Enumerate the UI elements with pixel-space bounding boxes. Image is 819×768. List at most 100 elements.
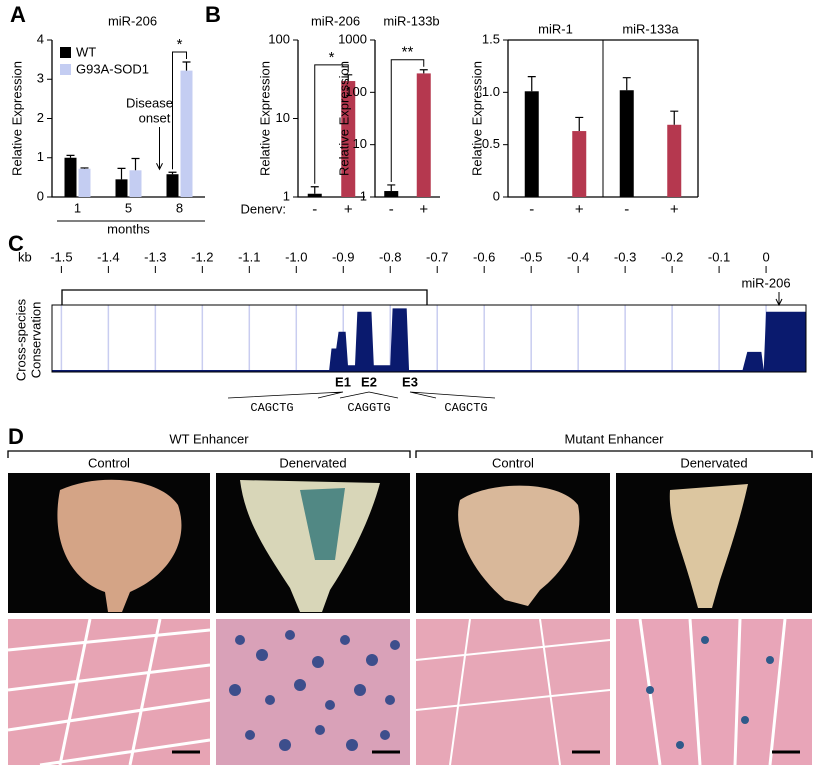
panel-label: C	[8, 231, 24, 256]
significance: **	[402, 44, 414, 61]
element-label: E2	[361, 374, 377, 389]
x-tick-label: -1.2	[191, 249, 213, 264]
group-bracket	[7, 450, 813, 458]
bar	[416, 73, 431, 197]
bar	[180, 70, 193, 197]
error-bar	[344, 74, 353, 82]
x-axis-label: months	[107, 221, 150, 236]
x-tick-label: -0.9	[332, 249, 354, 264]
muscle	[458, 485, 580, 606]
y-tick-label: 4	[37, 31, 44, 46]
x-tick-label: -0.2	[661, 249, 683, 264]
motif: CAGGTG	[347, 401, 390, 415]
group-title: miR-133a	[622, 21, 679, 36]
y-tick-label: 0	[37, 188, 44, 203]
chart-title: miR-133b	[383, 13, 439, 28]
error-bar	[527, 76, 536, 92]
bar	[78, 168, 91, 197]
group-title: miR-1	[538, 21, 573, 36]
legend-swatch	[60, 47, 71, 58]
y-tick-label: 0.5	[482, 136, 500, 151]
x-tick-label: +	[670, 201, 679, 218]
onset-arrow	[156, 127, 163, 171]
group-title: WT Enhancer	[169, 431, 249, 446]
bar	[572, 131, 587, 197]
bar	[619, 90, 634, 197]
x-tick-label: -1.1	[238, 249, 260, 264]
x-tick-label: 1	[74, 200, 81, 215]
x-tick-label: -0.3	[614, 249, 636, 264]
significance: *	[177, 36, 183, 53]
error-bar	[622, 77, 631, 91]
x-tick-label: -0.5	[520, 249, 542, 264]
column-title: Control	[492, 455, 534, 470]
x-axis-label: kb	[18, 249, 32, 264]
bar	[384, 191, 399, 197]
bar	[307, 193, 322, 197]
error-bar	[117, 167, 126, 180]
column-title: Denervated	[680, 455, 747, 470]
error-bar	[387, 184, 396, 192]
enhancer-bracket	[61, 289, 428, 305]
motif-lines	[227, 391, 496, 399]
significance-bracket	[172, 51, 187, 170]
y-tick-label: 3	[37, 71, 44, 86]
x-tick-label: -0.7	[426, 249, 448, 264]
error-bar	[131, 157, 140, 171]
y-tick-label: 0	[493, 188, 500, 203]
x-tick-label: +	[344, 201, 353, 218]
muscle	[57, 479, 182, 612]
fibers	[415, 618, 611, 766]
x-tick-label: -1.5	[50, 249, 72, 264]
legend-label: G93A-SOD1	[76, 61, 149, 76]
y-tick-label: 1	[360, 188, 367, 203]
x-tick-label: +	[419, 201, 428, 218]
y-tick-label: 1	[283, 188, 290, 203]
bar	[64, 157, 77, 197]
panel-label: A	[10, 2, 26, 27]
group-title: Mutant Enhancer	[564, 431, 664, 446]
y-axis-label: Cross-species	[13, 298, 28, 381]
x-tick-label: -	[389, 201, 394, 218]
annotation: Disease	[126, 95, 173, 110]
motif: CAGCTG	[250, 401, 293, 415]
x-tick-label: -1.0	[285, 249, 307, 264]
y-axis-label: Relative Expression	[336, 61, 351, 176]
annotation: onset	[139, 110, 171, 125]
gene-label: miR-206	[741, 275, 790, 290]
column-title: Control	[88, 455, 130, 470]
muscle	[240, 480, 380, 612]
motif: CAGCTG	[444, 401, 487, 415]
chart-title: miR-206	[108, 13, 157, 28]
fibers	[7, 618, 211, 767]
x-tick-label: -	[624, 201, 629, 218]
x-tick-label: -0.4	[567, 249, 589, 264]
conservation	[52, 308, 806, 372]
error-bar	[168, 171, 177, 175]
chart-title: miR-206	[311, 13, 360, 28]
blue-nuclei	[646, 636, 774, 749]
x-axis-label: Denerv:	[240, 201, 286, 216]
x-tick-label: -	[529, 201, 534, 218]
blue-nuclei	[229, 630, 400, 751]
x-tick-label: -1.3	[144, 249, 166, 264]
y-axis-label: Relative Expression	[9, 61, 24, 176]
x-tick-label: 5	[125, 200, 132, 215]
panel-label: B	[205, 2, 221, 27]
y-tick-label: 1.5	[482, 31, 500, 46]
column-title: Denervated	[279, 455, 346, 470]
y-tick-label: 100	[345, 84, 367, 99]
error-bar	[66, 154, 75, 158]
element-label: E1	[335, 374, 351, 389]
photo-row	[8, 473, 812, 613]
error-bar	[575, 116, 584, 132]
significance-bracket	[314, 64, 349, 184]
bar	[341, 81, 356, 197]
element-label: E3	[402, 374, 418, 389]
bar	[166, 174, 179, 197]
bar	[129, 170, 142, 197]
y-tick-label: 100	[268, 31, 290, 46]
error-bar	[182, 61, 191, 71]
y-tick-label: 10	[276, 110, 290, 125]
